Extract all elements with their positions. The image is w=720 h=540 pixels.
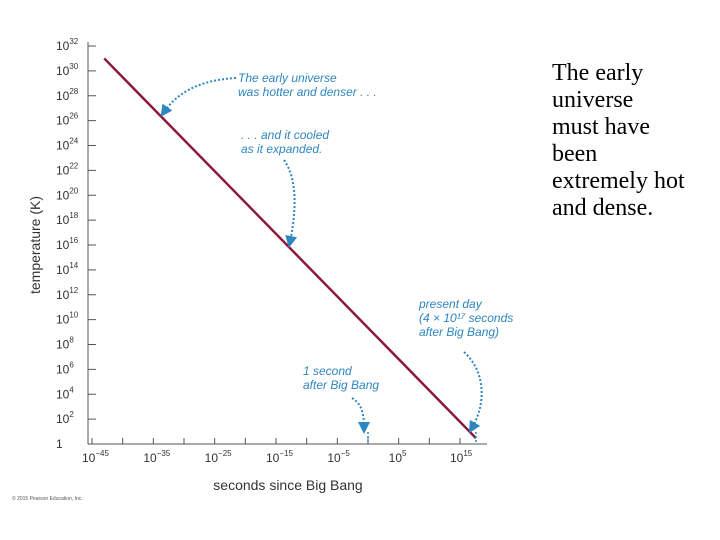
- y-tick-label: 1024: [56, 137, 79, 153]
- annotation-hot-dense: The early universe was hotter and denser …: [238, 71, 377, 99]
- y-tick-exponent: 8: [69, 336, 74, 345]
- y-tick-label: 1020: [56, 186, 79, 202]
- y-tick-label: 1014: [56, 261, 79, 277]
- annotation-line: (4 × 10¹⁷ seconds: [419, 311, 513, 325]
- y-tick-exponent: 10: [69, 311, 78, 320]
- annotation-line: after Big Bang: [303, 378, 379, 392]
- annotation-arrow: [463, 351, 483, 434]
- y-tick-label: 1026: [56, 112, 79, 128]
- x-tick-exponent: 5: [402, 449, 407, 458]
- side-caption: The early universe must have been extrem…: [552, 60, 685, 221]
- annotation-arrow: [283, 159, 298, 248]
- x-tick-base: 10: [205, 451, 219, 465]
- x-tick-label: 10−15: [266, 449, 293, 465]
- annotation-one-second: 1 second after Big Bang: [303, 364, 379, 392]
- y-tick-base: 10: [56, 64, 70, 78]
- x-tick-base: 10: [266, 451, 280, 465]
- annotation-line: 1 second: [303, 364, 352, 378]
- y-tick-label: 1030: [56, 62, 79, 78]
- temperature-line: [103, 57, 477, 439]
- y-tick-base: 10: [56, 338, 70, 352]
- y-tick-label: 108: [56, 336, 74, 352]
- y-tick-base: 10: [56, 89, 70, 103]
- y-tick-base: 10: [56, 39, 70, 53]
- y-tick-exponent: 24: [69, 137, 78, 146]
- x-tick-exponent: −15: [279, 449, 293, 458]
- copyright-notice: © 2015 Pearson Education, Inc.: [12, 495, 83, 502]
- annotation-line: The early universe: [238, 71, 337, 85]
- x-tick-label: 10−45: [82, 449, 109, 465]
- y-tick-exponent: 16: [69, 236, 78, 245]
- annotation-line: present day: [418, 297, 483, 311]
- y-tick-base: 10: [56, 114, 70, 128]
- y-tick-exponent: 12: [69, 286, 78, 295]
- x-tick-label: 10−5: [327, 449, 350, 465]
- y-tick-base: 10: [56, 263, 70, 277]
- x-axis-title: seconds since Big Bang: [213, 477, 362, 493]
- x-tick-label: 10−25: [205, 449, 232, 465]
- annotation-line: . . . and it cooled: [241, 128, 329, 142]
- y-tick-label: 1012: [56, 286, 79, 302]
- annotation-line: was hotter and denser . . .: [238, 85, 377, 99]
- x-tick-exponent: −35: [157, 449, 171, 458]
- x-tick-base: 10: [143, 451, 157, 465]
- x-tick-base: 10: [450, 451, 464, 465]
- y-tick-exponent: 2: [69, 410, 74, 419]
- x-tick-label: 105: [389, 449, 407, 465]
- x-axis-ticks: 10−45 10−35 10−25 10−15 10−5 105 1015: [82, 438, 473, 465]
- annotation-arrow: [160, 77, 237, 117]
- x-tick-exponent: 15: [463, 449, 472, 458]
- x-tick-base: 10: [327, 451, 341, 465]
- annotation-line: after Big Bang): [419, 325, 499, 339]
- y-tick-label: 106: [56, 360, 74, 376]
- chart-axes: [87, 42, 487, 445]
- y-tick-label: 102: [56, 410, 74, 426]
- y-tick-base: 10: [56, 238, 70, 252]
- x-tick-exponent: −25: [218, 449, 232, 458]
- x-tick-exponent: −5: [341, 449, 351, 458]
- y-tick-base: 10: [56, 288, 70, 302]
- y-tick-exponent: 18: [69, 211, 78, 220]
- y-axis-title: temperature (K): [27, 196, 43, 294]
- y-tick-base: 10: [56, 362, 70, 376]
- y-axis-ticks: 1102104106108101010121014101610181020102…: [56, 37, 96, 451]
- y-tick-label: 1022: [56, 161, 79, 177]
- y-tick-base: 10: [56, 313, 70, 327]
- y-tick-exponent: 32: [69, 37, 78, 46]
- y-tick-base: 10: [56, 387, 70, 401]
- annotation-cooled: . . . and it cooled as it expanded.: [241, 128, 329, 156]
- annotation-line: as it expanded.: [241, 142, 322, 156]
- y-tick-label: 1016: [56, 236, 79, 252]
- y-tick-base: 10: [56, 139, 70, 153]
- y-tick-label: 1018: [56, 211, 79, 227]
- x-tick-exponent: −45: [95, 449, 109, 458]
- y-tick-exponent: 6: [69, 360, 74, 369]
- y-tick-label: 1028: [56, 87, 79, 103]
- y-tick-base: 10: [56, 213, 70, 227]
- y-tick-label: 1: [56, 437, 63, 451]
- chart-series: [103, 57, 477, 444]
- y-tick-exponent: 20: [69, 186, 78, 195]
- y-tick-exponent: 30: [69, 62, 78, 71]
- x-tick-label: 10−35: [143, 449, 170, 465]
- y-tick-exponent: 4: [69, 385, 74, 394]
- y-tick-label: 1032: [56, 37, 79, 53]
- x-tick-label: 1015: [450, 449, 473, 465]
- x-tick-base: 10: [82, 451, 96, 465]
- y-tick-label: 1010: [56, 311, 79, 327]
- y-tick-label: 104: [56, 385, 74, 401]
- y-tick-base: 10: [56, 188, 70, 202]
- y-tick-exponent: 28: [69, 87, 78, 96]
- x-tick-base: 10: [389, 451, 403, 465]
- y-tick-base: 10: [56, 163, 70, 177]
- chart-annotations: The early universe was hotter and denser …: [160, 71, 513, 434]
- annotation-arrow: [351, 397, 370, 434]
- y-tick-base: 1: [56, 437, 63, 451]
- annotation-present-day: present day (4 × 10¹⁷ seconds after Big Ba…: [418, 297, 513, 339]
- y-tick-exponent: 22: [69, 161, 78, 170]
- y-tick-exponent: 14: [69, 261, 78, 270]
- y-tick-base: 10: [56, 412, 70, 426]
- y-tick-exponent: 26: [69, 112, 78, 121]
